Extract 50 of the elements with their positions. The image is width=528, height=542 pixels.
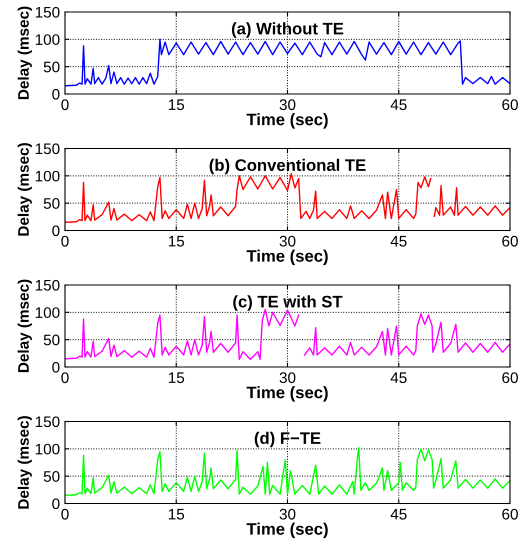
- x-tick-label: 0: [61, 508, 69, 520]
- y-tick-label: 150: [36, 280, 60, 291]
- y-tick-label: 0: [52, 362, 60, 373]
- y-tick-label: 100: [36, 34, 60, 46]
- x-tick-label: 0: [61, 236, 69, 247]
- y-tick-label: 100: [36, 307, 60, 318]
- x-axis-title: Time (sec): [246, 113, 328, 129]
- y-axis-title: Delay (msec): [18, 280, 32, 372]
- text: (d) F−TE: [254, 432, 320, 448]
- text: (b) Conventional TE: [210, 158, 366, 174]
- y-tick-label: 100: [36, 444, 60, 455]
- y-tick-label: 150: [36, 416, 60, 428]
- x-tick-label: 15: [168, 236, 184, 247]
- y-tick-label: 50: [44, 471, 60, 482]
- x-tick-label: 60: [502, 236, 518, 247]
- x-tick-label: 45: [390, 508, 407, 520]
- x-tick-label: 45: [390, 372, 407, 384]
- line-series: [65, 38, 510, 86]
- text: (a) Without TE: [232, 22, 344, 38]
- x-tick-label: 30: [280, 236, 296, 247]
- x-tick-label: 45: [390, 236, 407, 247]
- y-tick-label: 50: [44, 198, 60, 209]
- y-axis-title: Delay (msec): [18, 143, 32, 236]
- text: (c) TE with ST: [233, 295, 342, 311]
- y-tick-label: 150: [36, 6, 60, 18]
- x-tick-label: 30: [280, 508, 296, 520]
- y-axis-title: Delay (msec): [18, 416, 32, 509]
- x-tick-label: 15: [168, 372, 184, 384]
- x-tick-label: 60: [502, 372, 518, 384]
- x-tick-label: 60: [502, 508, 518, 520]
- x-axis-title: Time (sec): [246, 522, 328, 538]
- y-tick-label: 150: [36, 143, 60, 154]
- x-axis-title: Time (sec): [246, 386, 328, 402]
- y-tick-label: 50: [44, 334, 60, 346]
- y-tick-label: 0: [52, 88, 60, 100]
- y-tick-label: 50: [44, 62, 60, 72]
- x-tick-label: 30: [280, 372, 296, 384]
- x-tick-label: 0: [61, 99, 69, 110]
- x-tick-label: 45: [390, 99, 407, 110]
- y-axis-title: Delay (msec): [18, 6, 32, 100]
- x-tick-label: 0: [61, 372, 69, 384]
- line-series: [65, 447, 510, 496]
- x-tick-label: 30: [280, 99, 296, 110]
- y-tick-label: 100: [36, 170, 60, 182]
- x-axis-title: Time (sec): [246, 250, 328, 266]
- y-tick-label: 0: [52, 498, 60, 510]
- x-tick-label: 15: [168, 508, 184, 520]
- x-tick-label: 60: [502, 99, 518, 110]
- x-tick-label: 15: [168, 99, 184, 110]
- y-tick-label: 0: [52, 225, 60, 236]
